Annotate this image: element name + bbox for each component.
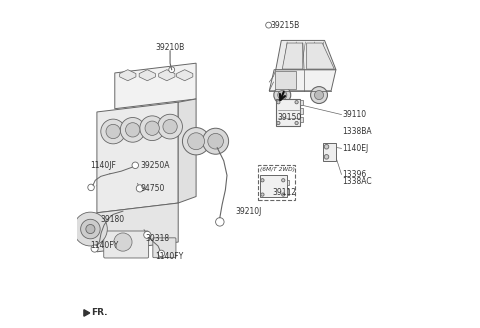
Polygon shape: [84, 310, 90, 316]
Polygon shape: [97, 203, 178, 252]
Polygon shape: [97, 102, 178, 213]
FancyBboxPatch shape: [153, 238, 176, 258]
Circle shape: [86, 224, 95, 234]
Text: 39250A: 39250A: [141, 161, 170, 170]
Circle shape: [158, 114, 182, 139]
Text: 39215B: 39215B: [271, 21, 300, 30]
Circle shape: [114, 233, 132, 251]
Text: 39150: 39150: [278, 113, 302, 122]
Circle shape: [144, 231, 151, 238]
Polygon shape: [282, 43, 303, 69]
Circle shape: [216, 218, 224, 226]
Circle shape: [81, 219, 100, 239]
Text: 39210J: 39210J: [235, 207, 262, 215]
Text: 1140FY: 1140FY: [90, 241, 119, 251]
Polygon shape: [120, 70, 136, 81]
Circle shape: [73, 212, 108, 246]
Text: 1140JF: 1140JF: [90, 161, 116, 170]
Text: 13396: 13396: [342, 170, 367, 179]
Circle shape: [169, 67, 175, 72]
Polygon shape: [307, 43, 334, 69]
Polygon shape: [115, 63, 196, 109]
Bar: [300, 116, 303, 122]
Circle shape: [163, 119, 177, 134]
Circle shape: [120, 117, 145, 142]
Circle shape: [132, 162, 139, 169]
Circle shape: [140, 116, 165, 141]
Text: 39210B: 39210B: [156, 43, 185, 52]
Circle shape: [324, 145, 329, 149]
Text: 1338AC: 1338AC: [342, 177, 372, 186]
Circle shape: [274, 87, 291, 104]
Bar: [276, 99, 300, 126]
Text: 39110: 39110: [342, 110, 367, 119]
Circle shape: [277, 121, 280, 125]
Polygon shape: [269, 70, 336, 91]
Circle shape: [136, 185, 144, 192]
Circle shape: [145, 121, 159, 135]
Text: 94750: 94750: [141, 184, 165, 193]
Circle shape: [278, 91, 287, 100]
Text: 30318: 30318: [146, 234, 170, 243]
Circle shape: [295, 101, 298, 104]
Circle shape: [282, 179, 285, 182]
Circle shape: [158, 250, 165, 257]
Bar: [287, 189, 289, 195]
Polygon shape: [139, 70, 156, 81]
Text: FR.: FR.: [91, 308, 108, 318]
Circle shape: [126, 123, 140, 137]
Circle shape: [266, 22, 272, 28]
Polygon shape: [159, 70, 175, 81]
Text: 39180: 39180: [100, 215, 124, 224]
Bar: [261, 175, 287, 197]
Circle shape: [295, 121, 298, 125]
Text: 1338BA: 1338BA: [342, 127, 372, 136]
Text: 39112: 39112: [273, 189, 297, 197]
Text: 1140FY: 1140FY: [156, 252, 184, 261]
Circle shape: [91, 245, 98, 252]
Circle shape: [282, 193, 285, 196]
Circle shape: [88, 184, 94, 191]
Circle shape: [188, 133, 204, 150]
Circle shape: [324, 154, 329, 159]
FancyBboxPatch shape: [104, 231, 149, 258]
Circle shape: [277, 101, 280, 104]
Polygon shape: [178, 99, 196, 203]
Circle shape: [314, 91, 324, 100]
Circle shape: [261, 179, 264, 182]
Polygon shape: [177, 70, 193, 81]
Polygon shape: [276, 40, 336, 70]
Bar: [300, 108, 303, 114]
Bar: [287, 180, 289, 185]
FancyBboxPatch shape: [195, 133, 215, 149]
Bar: [275, 71, 296, 89]
Circle shape: [182, 128, 210, 155]
Circle shape: [311, 87, 327, 104]
Circle shape: [208, 133, 223, 149]
Text: (6M/T 2WD): (6M/T 2WD): [260, 167, 294, 172]
Circle shape: [106, 124, 120, 139]
Circle shape: [101, 119, 126, 144]
Bar: [300, 100, 303, 106]
Circle shape: [261, 193, 264, 196]
Circle shape: [203, 128, 228, 154]
Bar: [258, 165, 295, 200]
Text: 1140EJ: 1140EJ: [342, 144, 369, 153]
Bar: [323, 143, 336, 161]
